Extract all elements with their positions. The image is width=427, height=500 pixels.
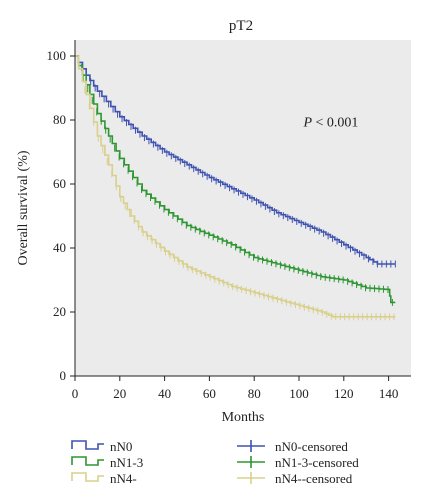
y-tick-label: 20 (53, 304, 66, 319)
x-tick-label: 40 (158, 386, 171, 401)
legend-label: nN1-3 (110, 455, 143, 470)
legend-swatch-nN4- (71, 472, 104, 482)
x-tick-label: 100 (289, 386, 309, 401)
p-value-annotation: P < 0.001 (302, 115, 358, 130)
y-tick-label: 40 (53, 240, 66, 255)
y-axis-label: Overall survival (%) (16, 150, 31, 265)
survival-curve-nN1-3 (75, 55, 396, 304)
plot-area (75, 40, 411, 376)
survival-curve-nN0 (75, 55, 396, 265)
x-tick-label: 60 (203, 386, 216, 401)
chart-title: pT2 (229, 18, 253, 34)
legend-censored-label: nN0-censored (275, 439, 348, 454)
x-tick-label: 20 (113, 386, 126, 401)
y-tick-label: 100 (47, 48, 67, 63)
legend-label: nN4- (110, 471, 137, 486)
x-tick-label: 80 (248, 386, 261, 401)
axes: 0 20 40 60 80 100 120 140 0 20 40 60 80 100 (47, 40, 411, 401)
legend-swatch-nN1-3 (71, 456, 104, 466)
x-tick-label: 120 (334, 386, 354, 401)
survival-curve-nN4- (75, 55, 396, 318)
plot-lines (75, 55, 396, 321)
legend: nN0 nN0-censored nN1-3 nN1-3-censored nN4- nN… (71, 439, 359, 486)
y-tick-label: 60 (53, 176, 66, 191)
legend-swatch-nN0 (71, 440, 104, 450)
legend-censored-label: nN4--censored (275, 471, 353, 486)
x-tick-label: 0 (72, 386, 79, 401)
y-tick-label: 0 (60, 368, 67, 383)
x-axis-label: Months (222, 410, 265, 425)
legend-censored-label: nN1-3-censored (275, 455, 359, 470)
x-tick-label: 140 (379, 386, 399, 401)
y-tick-label: 80 (53, 112, 66, 127)
legend-label: nN0 (110, 439, 132, 454)
